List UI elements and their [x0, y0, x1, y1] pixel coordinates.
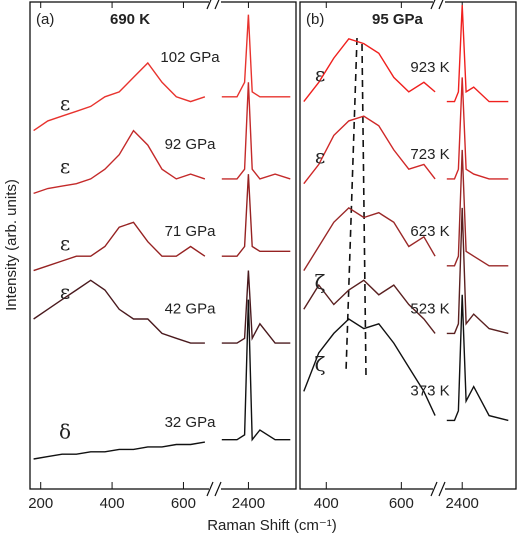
series-label: 32 GPa	[165, 414, 217, 431]
series-label: 623 K	[410, 223, 449, 240]
phase-label: ε	[315, 144, 325, 168]
y-axis-label: Intensity (arb. units)	[3, 179, 20, 311]
panel-label: (a)	[36, 11, 54, 28]
panel-label: (b)	[306, 11, 324, 28]
series-label: 71 GPa	[165, 223, 217, 240]
x-tick-label: 200	[28, 495, 53, 512]
series-label: 92 GPa	[165, 136, 217, 153]
spectrum	[303, 318, 436, 416]
phase-label: ε	[60, 279, 70, 303]
series-label: 42 GPa	[165, 300, 217, 317]
x-tick-label: 2400	[446, 495, 479, 512]
phase-label: ε	[315, 62, 325, 86]
series-label: 102 GPa	[160, 49, 220, 66]
spectrum	[33, 221, 206, 272]
spectrum	[446, 207, 509, 335]
peak-guides	[345, 37, 367, 377]
x-tick-label: 600	[389, 495, 414, 512]
axis-breaks	[206, 0, 446, 497]
spectrum	[221, 14, 291, 98]
spectrum	[446, 77, 509, 180]
x-tick-label: 400	[314, 495, 339, 512]
spectrum	[303, 37, 436, 103]
spectrum	[33, 129, 206, 195]
spectrum	[446, 294, 509, 422]
series-label: 723 K	[410, 146, 449, 163]
spectrum	[33, 61, 206, 132]
spectrum	[303, 279, 436, 334]
spectrum	[221, 82, 291, 180]
panel-a-frame	[29, 1, 297, 490]
phase-label: ε	[60, 231, 70, 255]
spectrum	[221, 299, 291, 442]
spectrum	[303, 207, 436, 271]
spectrum	[33, 441, 206, 460]
x-tick-label: 600	[171, 495, 196, 512]
phase-label: δ	[59, 420, 71, 444]
spectrum	[303, 115, 436, 185]
x-axis-label: Raman Shift (cm⁻¹)	[207, 517, 337, 534]
spectrum	[33, 279, 205, 344]
panel-title: 690 K	[110, 11, 150, 28]
spectrum	[221, 270, 291, 344]
x-tick-label: 2400	[232, 495, 265, 512]
phase-label: ζ	[315, 352, 326, 376]
series-label: 923 K	[410, 59, 449, 76]
spectrum	[221, 174, 291, 257]
series-label: 523 K	[410, 300, 449, 317]
spectrum	[446, 4, 509, 103]
phase-label: ε	[60, 154, 70, 178]
series-label: 373 K	[410, 383, 449, 400]
spectrum	[446, 149, 509, 267]
panel-b-frame	[299, 1, 517, 490]
x-tick-label: 400	[100, 495, 125, 512]
panel-title: 95 GPa	[372, 11, 424, 28]
phase-label: ε	[60, 91, 70, 115]
phase-label: ζ	[315, 270, 326, 294]
